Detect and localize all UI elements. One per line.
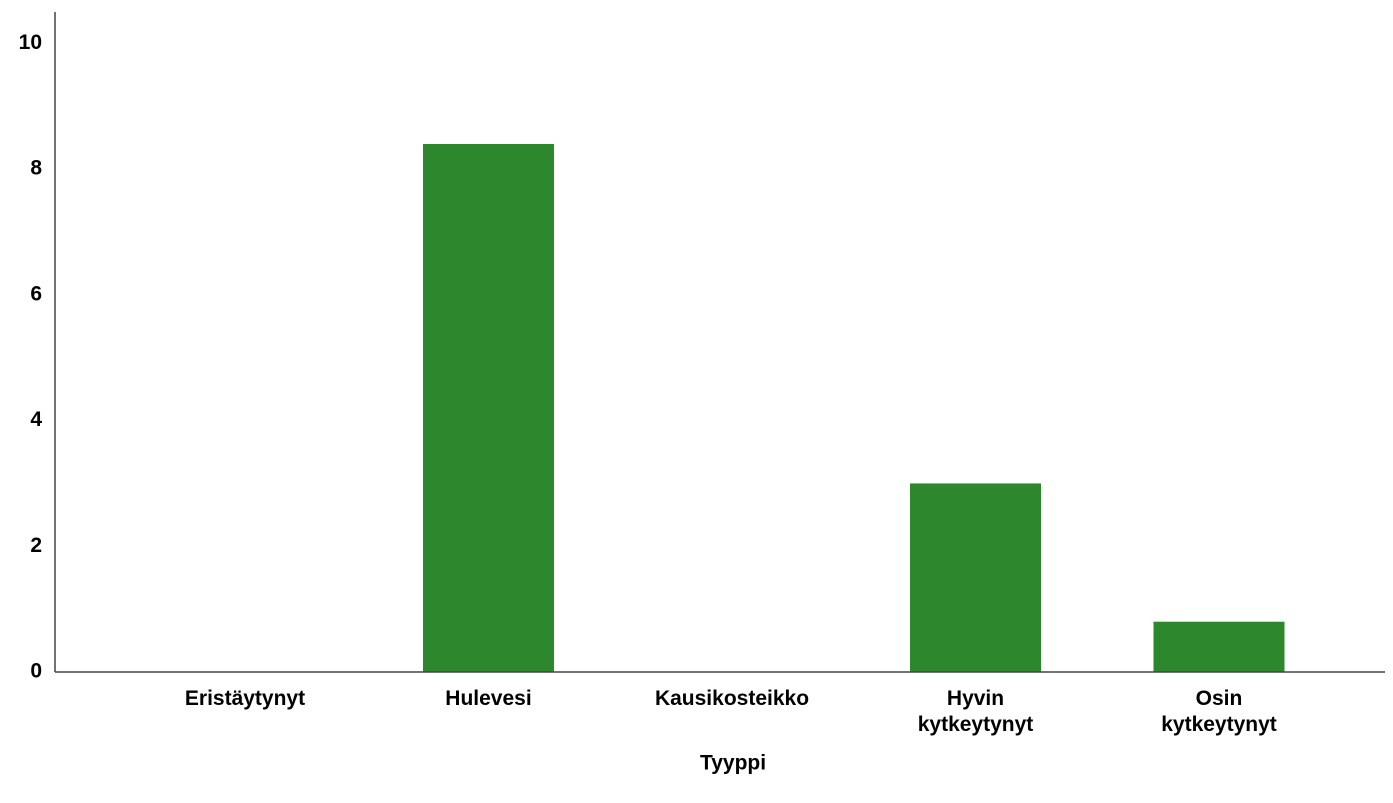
y-tick-label: 4 — [30, 408, 42, 431]
y-tick-label: 8 — [30, 157, 42, 180]
bar — [423, 144, 554, 672]
x-axis-label: Tyyppi — [700, 752, 766, 775]
x-tick-label: Hyvin kytkeytynyt — [917, 687, 1034, 736]
y-tick-label: 2 — [30, 534, 42, 557]
bar — [1153, 621, 1285, 672]
x-tick-label: Hulevesi — [445, 687, 532, 710]
x-tick-label: Eristäytynyt — [184, 687, 306, 710]
x-tick-label: Kausikosteikko — [654, 687, 810, 710]
y-tick-label: 6 — [30, 282, 42, 305]
bar — [910, 483, 1041, 672]
y-tick-label: 0 — [30, 660, 42, 683]
y-tick-label: 10 — [19, 31, 42, 54]
x-tick-label: Osin kytkeytynyt — [1161, 687, 1277, 736]
